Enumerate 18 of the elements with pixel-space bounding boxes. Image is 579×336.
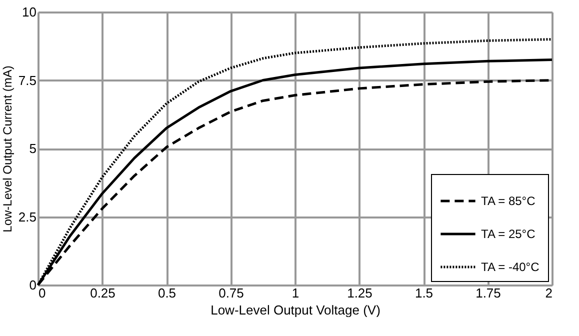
x-tick-label: 1.25 <box>347 286 372 300</box>
legend-label: TA = -40°C <box>481 260 540 274</box>
x-tick-label: 1.5 <box>414 286 434 300</box>
y-tick-label: 7.5 <box>18 72 36 88</box>
x-tick-label: 0.75 <box>218 286 244 300</box>
x-tick-label: 0.25 <box>90 286 116 300</box>
legend-label: TA = 85°C <box>481 194 536 208</box>
y-axis-title: Low-Level Output Current (mA) <box>0 66 14 232</box>
legend-label: TA = 25°C <box>481 227 536 241</box>
x-tick-label: 0 <box>38 286 46 300</box>
y-tick-label: 2.5 <box>18 209 36 224</box>
y-tick-label: 10 <box>22 4 36 20</box>
x-axis-title: Low-Level Output Voltage (V) <box>210 302 380 318</box>
x-tick-label: 1.75 <box>476 286 501 300</box>
x-tick-label: 0.5 <box>158 286 176 300</box>
x-tick-label: 1 <box>292 286 300 300</box>
y-tick-label: 5 <box>29 141 36 156</box>
x-tick-label: 2 <box>545 286 552 300</box>
